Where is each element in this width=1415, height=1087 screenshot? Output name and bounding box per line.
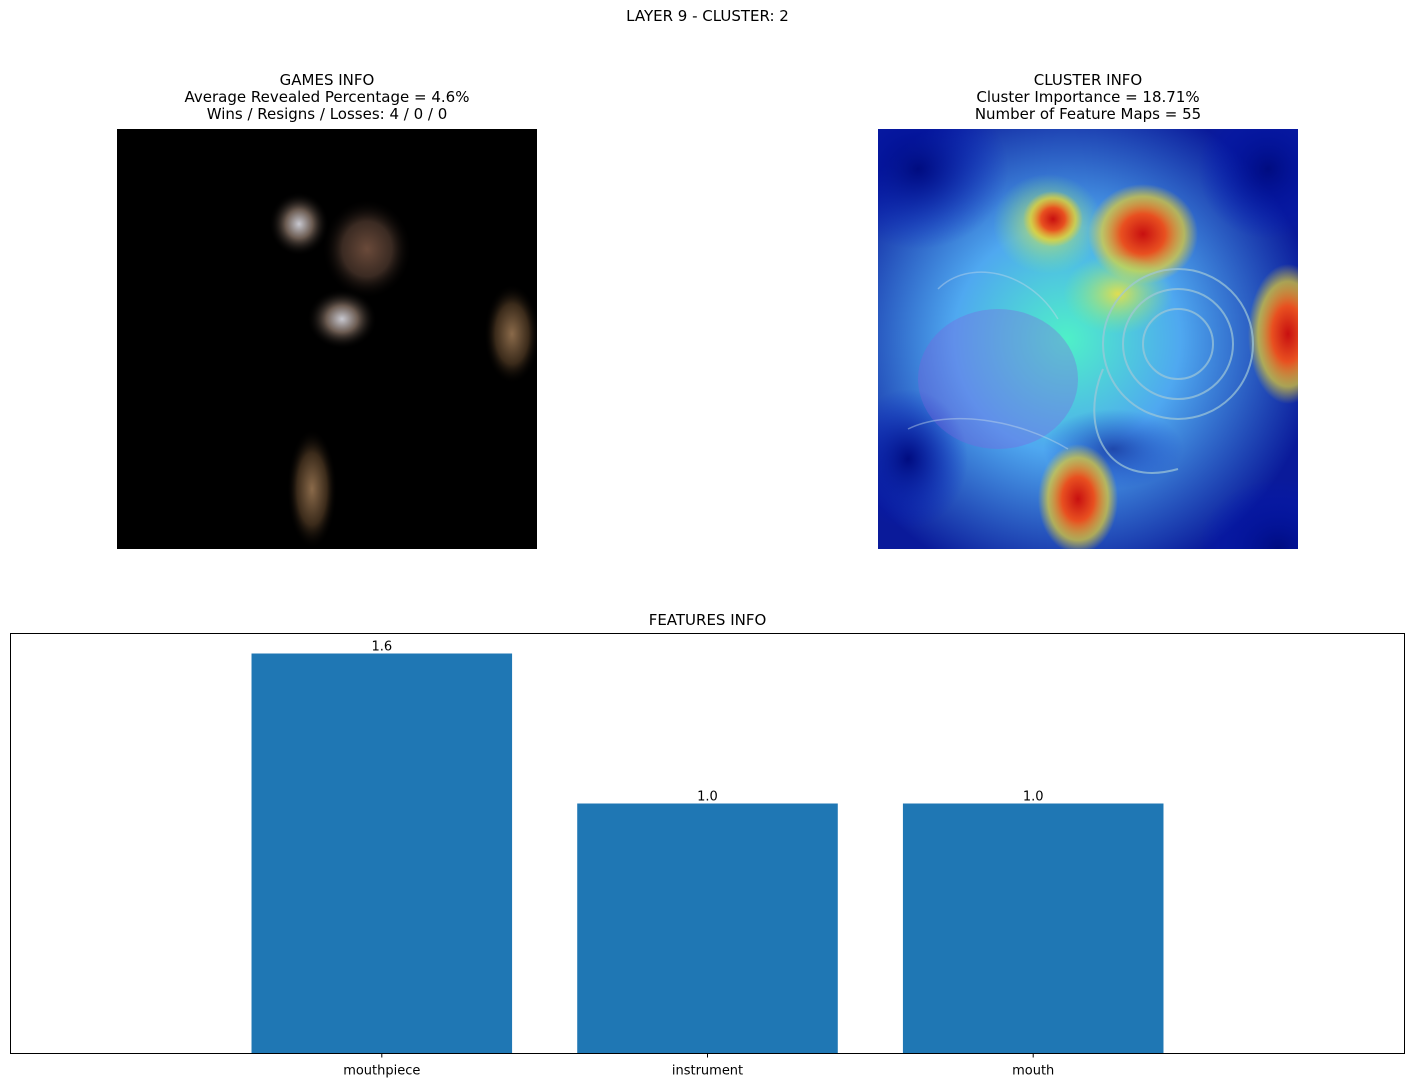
games-info-heading: GAMES INFO <box>279 71 375 89</box>
figure-title: LAYER 9 - CLUSTER: 2 <box>626 7 789 25</box>
bar-value-label: 1.0 <box>1023 790 1044 805</box>
bar-mouthpiece <box>251 653 513 1054</box>
bar-mouth <box>902 803 1164 1054</box>
cluster-info-heading: CLUSTER INFO <box>1033 71 1143 89</box>
cluster-info-title: CLUSTER INFO Cluster Importance = 18.71%… <box>878 72 1298 123</box>
number-of-feature-maps: Number of Feature Maps = 55 <box>974 105 1202 123</box>
bar-value-label: 1.6 <box>371 640 392 655</box>
cluster-importance: Cluster Importance = 18.71% <box>976 88 1200 106</box>
wins-resigns-losses: Wins / Resigns / Losses: 4 / 0 / 0 <box>206 105 448 123</box>
games-info-title: GAMES INFO Average Revealed Percentage =… <box>117 72 537 123</box>
masked-image <box>117 129 537 549</box>
x-tick-label: mouth <box>1012 1064 1054 1079</box>
bar-value-label: 1.0 <box>697 790 718 805</box>
chart-title: FEATURES INFO <box>648 611 767 629</box>
average-revealed-percentage: Average Revealed Percentage = 4.6% <box>184 88 470 106</box>
x-tick-label: instrument <box>672 1064 743 1079</box>
cluster-heatmap-image <box>878 129 1298 549</box>
bar-instrument <box>577 803 838 1054</box>
x-tick-label: mouthpiece <box>343 1064 420 1079</box>
